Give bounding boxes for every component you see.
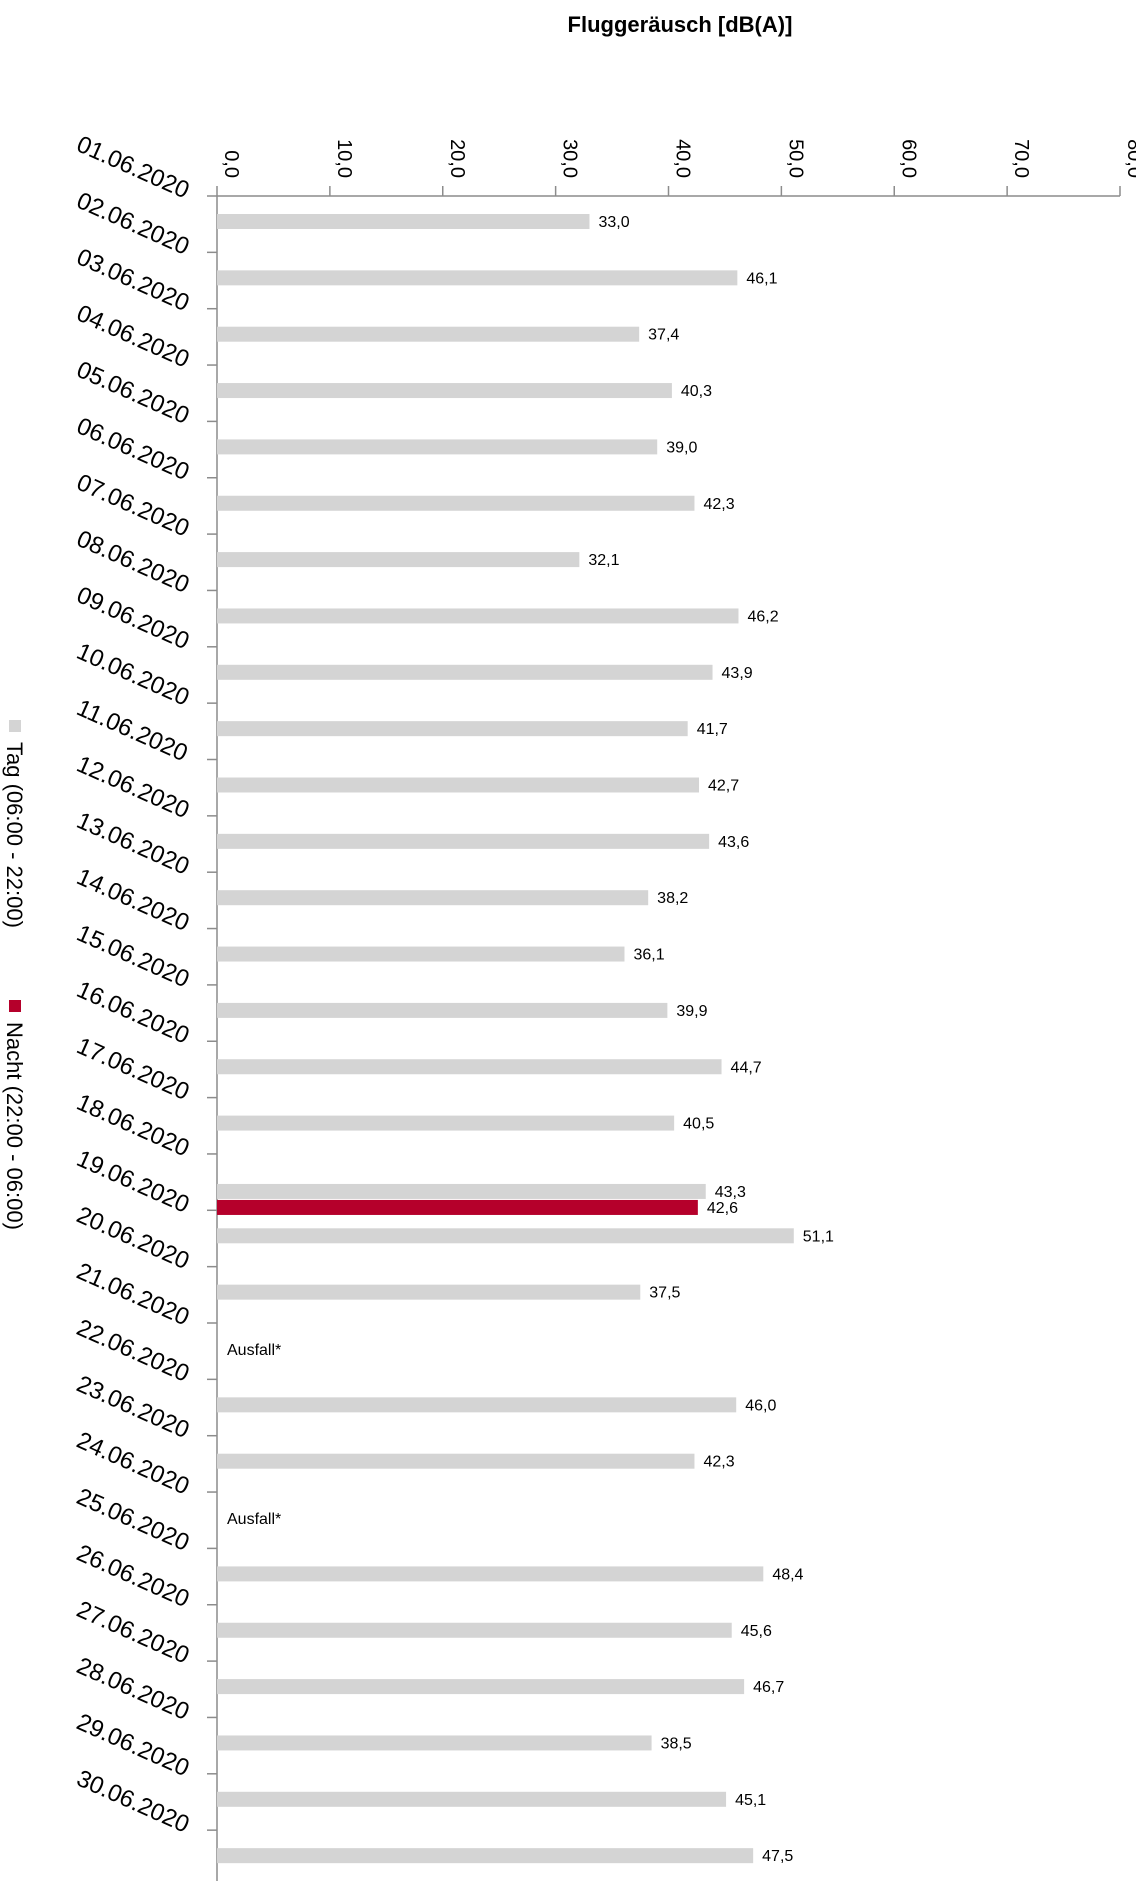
data-label-tag: 40,5	[683, 1116, 714, 1133]
data-label-tag: 37,4	[648, 327, 679, 344]
x-tick-label: 70,0	[1010, 139, 1032, 178]
bar-tag	[217, 1002, 668, 1018]
data-label-tag: 46,1	[746, 270, 777, 287]
data-label-tag: 44,7	[731, 1059, 762, 1076]
data-label-tag: 38,2	[657, 890, 688, 907]
bar-tag	[217, 439, 658, 455]
data-label-tag: 37,5	[649, 1285, 680, 1302]
data-label-tag: 39,0	[666, 439, 697, 456]
bar-tag	[217, 1183, 706, 1199]
data-label-tag: 43,9	[722, 665, 753, 682]
legend-swatch	[9, 1000, 21, 1012]
data-label-tag: 43,3	[715, 1184, 746, 1201]
bar-tag	[217, 495, 695, 511]
x-tick-label: 30,0	[559, 139, 581, 178]
data-label-tag: 38,5	[661, 1735, 692, 1752]
data-label-tag: 46,0	[745, 1397, 776, 1414]
data-label-tag: 39,9	[676, 1003, 707, 1020]
chart-title: Fluggeräusch [dB(A)]	[568, 12, 793, 37]
bar-tag	[217, 721, 688, 737]
data-label-tag: 46,2	[747, 608, 778, 625]
bar-tag	[217, 1679, 745, 1695]
bar-tag	[217, 1848, 754, 1864]
data-label-tag: 45,6	[741, 1623, 772, 1640]
annotation-ausfall: Ausfall*	[227, 1342, 281, 1359]
bar-tag	[217, 383, 672, 399]
bar-tag	[217, 1284, 641, 1300]
data-label-tag: 42,3	[703, 496, 734, 513]
bar-tag	[217, 1453, 695, 1469]
data-label-tag: 32,1	[588, 552, 619, 569]
x-tick-label: 40,0	[672, 139, 694, 178]
annotation-ausfall: Ausfall*	[227, 1511, 281, 1528]
bar-tag	[217, 664, 713, 680]
bar-nacht	[217, 1199, 698, 1215]
x-tick-label: 10,0	[333, 139, 355, 178]
bars: 33,0 46,1 37,4 40,3 39,0 42,3 32,1 46,2 43,9 41,7…	[217, 214, 834, 1865]
legend-label: Tag (06:00 - 22:00)	[2, 742, 27, 928]
data-label-tag: 43,6	[718, 834, 749, 851]
data-label-nacht: 42,6	[707, 1200, 738, 1217]
legend-swatch	[9, 720, 21, 732]
x-tick-label: 0,0	[220, 150, 242, 178]
bar-tag	[217, 833, 710, 849]
data-label-tag: 45,1	[735, 1792, 766, 1809]
x-tick-label: 50,0	[784, 139, 806, 178]
bar-tag	[217, 777, 699, 793]
data-label-tag: 41,7	[697, 721, 728, 738]
bar-tag	[217, 1566, 764, 1582]
bar-tag	[217, 1115, 675, 1131]
data-label-tag: 42,7	[708, 778, 739, 795]
bar-tag	[217, 1735, 652, 1751]
legend-label: Nacht (22:00 - 06:00)	[2, 1022, 27, 1230]
x-tick-label: 60,0	[897, 139, 919, 178]
data-label-tag: 33,0	[598, 214, 629, 231]
bar-tag	[217, 1622, 732, 1638]
bar-tag	[217, 552, 580, 568]
data-label-tag: 40,3	[681, 383, 712, 400]
data-label-tag: 36,1	[633, 947, 664, 964]
bar-tag	[217, 1228, 794, 1244]
bar-tag	[217, 1059, 722, 1075]
data-label-tag: 51,1	[803, 1228, 834, 1245]
data-label-tag: 48,4	[772, 1566, 803, 1583]
bar-tag	[217, 890, 649, 906]
bar-tag	[217, 1397, 737, 1413]
bar-tag	[217, 326, 640, 342]
y-axis: 01.06.202002.06.202003.06.202004.06.2020…	[73, 131, 217, 1838]
bar-tag	[217, 608, 739, 624]
bar-tag	[217, 946, 625, 962]
data-label-tag: 46,7	[753, 1679, 784, 1696]
data-label-tag: 42,3	[703, 1454, 734, 1471]
x-tick-label: 80,0	[1123, 139, 1136, 178]
bar-tag	[217, 270, 738, 286]
legend: Tag (06:00 - 22:00) Nacht (22:00 - 06:00)	[2, 720, 27, 1230]
bar-tag	[217, 214, 590, 229]
x-tick-label: 20,0	[446, 139, 468, 178]
data-label-tag: 47,5	[762, 1848, 793, 1865]
bar-tag	[217, 1791, 727, 1807]
